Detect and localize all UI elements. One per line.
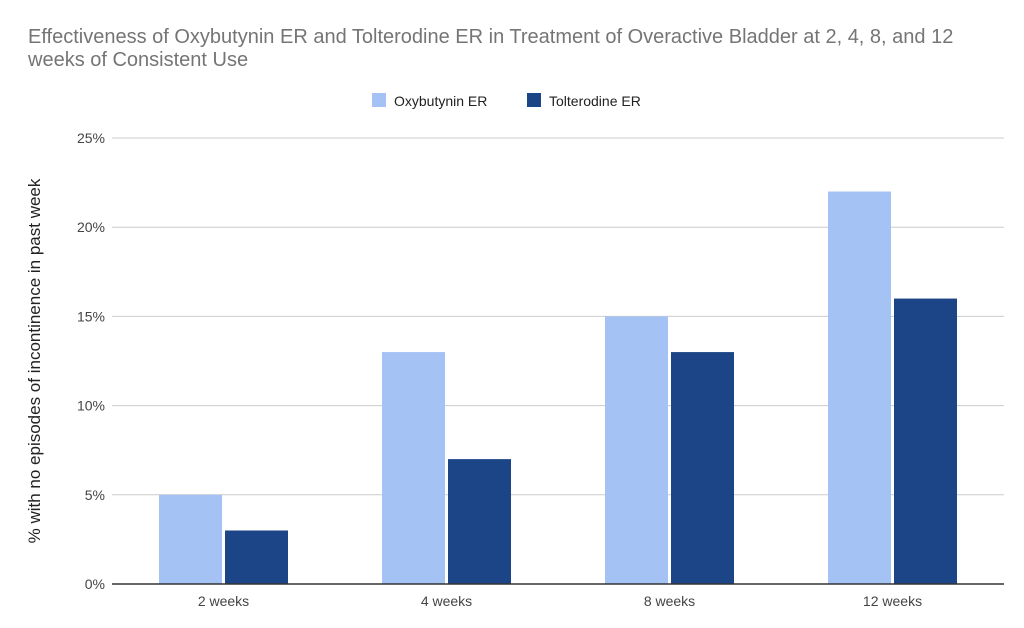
bar-tolterodine-4 (894, 298, 957, 584)
y-tick-label: 10% (77, 398, 105, 414)
bar-tolterodine-1 (225, 530, 288, 584)
y-tick-label: 0% (85, 576, 105, 592)
legend-swatch-1 (372, 93, 386, 107)
y-tick-label: 20% (77, 219, 105, 235)
y-tick-label: 25% (77, 130, 105, 146)
bar-oxybutynin-3 (605, 316, 668, 584)
x-tick-label: 4 weeks (421, 593, 472, 609)
bars: 2 weeks 4 weeks 8 weeks 12 weeks (159, 191, 957, 609)
bar-tolterodine-2 (448, 459, 511, 584)
y-tick-label: 15% (77, 308, 105, 324)
legend-label-2: Tolterodine ER (549, 93, 641, 109)
bar-oxybutynin-4 (828, 191, 891, 584)
x-tick-label: 12 weeks (863, 593, 922, 609)
bar-tolterodine-3 (671, 352, 734, 584)
y-axis-label: % with no episodes of incontinence in pa… (25, 178, 44, 543)
y-tick-label: 5% (85, 487, 105, 503)
legend-label-1: Oxybutynin ER (394, 93, 487, 109)
bar-oxybutynin-2 (382, 352, 445, 584)
x-tick-label: 2 weeks (198, 593, 249, 609)
chart-legend: Oxybutynin ER Tolterodine ER (372, 93, 641, 109)
x-tick-label: 8 weeks (644, 593, 695, 609)
bar-oxybutynin-1 (159, 494, 222, 584)
legend-swatch-2 (527, 93, 541, 107)
chart-title: Effectiveness of Oxybutynin ER and Tolte… (28, 26, 954, 71)
